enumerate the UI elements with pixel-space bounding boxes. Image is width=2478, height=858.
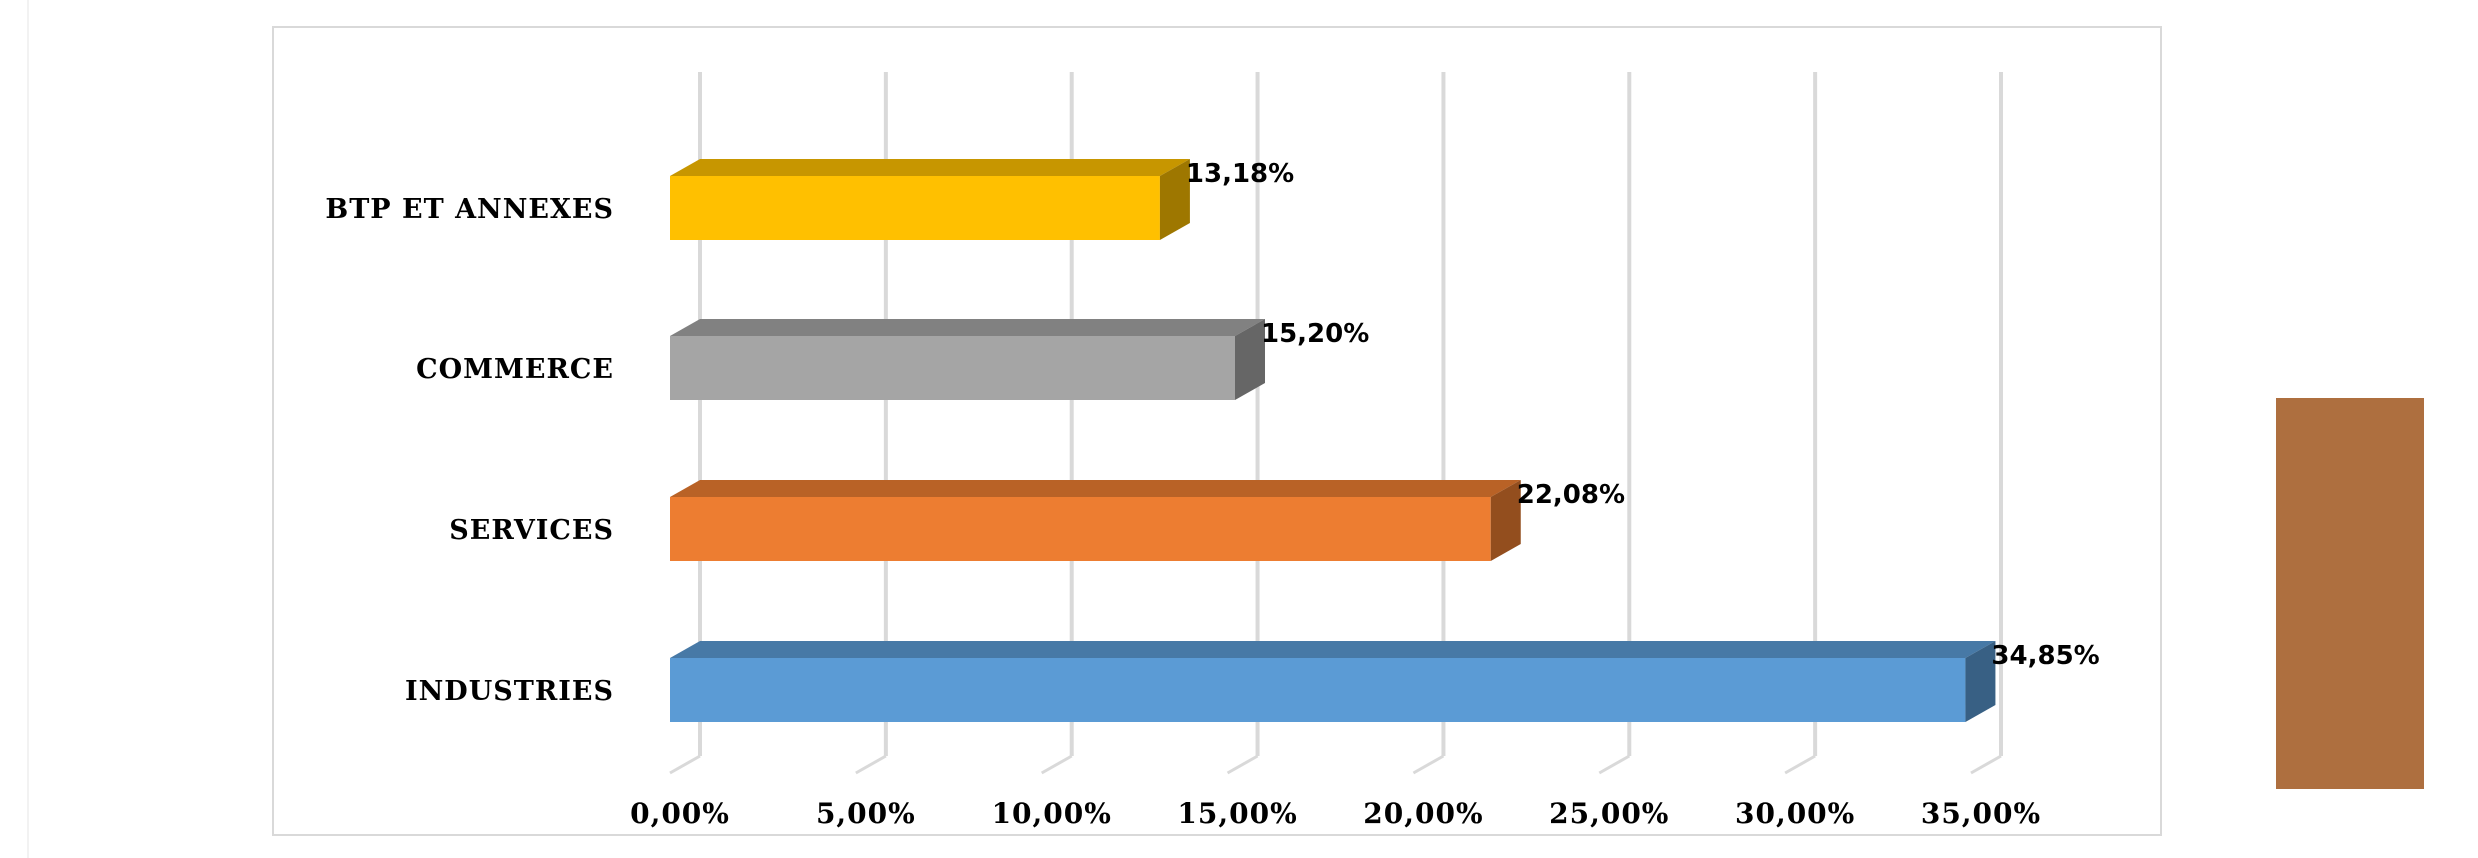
x-tick-label: 35,00%: [1921, 797, 2041, 830]
floor-gridline: [855, 754, 887, 775]
floor-gridline: [1226, 754, 1259, 775]
category-label: SERVICES: [449, 515, 614, 546]
bar-side-face: [1159, 159, 1190, 240]
bar-top-face: [670, 319, 1266, 336]
data-labels: 34,85% 22,08% 15,20% 13,18%: [1186, 159, 2100, 671]
bar-top-face: [670, 480, 1521, 497]
data-label: 22,08%: [1517, 480, 1625, 510]
bar-side-face: [1490, 480, 1521, 561]
floor-gridline: [1412, 754, 1445, 775]
bar-top-face: [670, 159, 1190, 176]
category-label: COMMERCE: [416, 354, 614, 385]
category-label: BTP ET ANNEXES: [325, 194, 614, 225]
bars: [670, 159, 1996, 722]
category-label: INDUSTRIES: [405, 676, 614, 707]
bar: [670, 176, 1160, 240]
floor-gridline: [1784, 754, 1816, 775]
data-label: 13,18%: [1186, 159, 1294, 189]
bar-top-face: [670, 641, 1996, 658]
data-label: 34,85%: [1991, 641, 2099, 671]
bar: [670, 336, 1236, 400]
floor-gridline: [669, 754, 701, 775]
x-tick-label: 10,00%: [992, 797, 1112, 830]
floor-gridline: [1970, 754, 2002, 775]
x-tick-label: 25,00%: [1549, 797, 1669, 830]
bar-chart: INDUSTRIES SERVICES COMMERCE BTP ET ANNEXES…: [325, 72, 2100, 830]
x-tick-label: 20,00%: [1363, 797, 1483, 830]
x-tick-label: 15,00%: [1177, 797, 1297, 830]
floor-gridline: [1598, 754, 1631, 775]
category-axis: INDUSTRIES SERVICES COMMERCE BTP ET ANNEXES: [325, 194, 614, 707]
side-color-block: [2276, 398, 2424, 789]
data-label: 15,20%: [1261, 319, 1369, 349]
x-tick-label: 5,00%: [816, 797, 916, 830]
value-axis: 0,00% 5,00% 10,00% 15,00% 20,00% 25,00% 30,00%…: [630, 797, 2041, 830]
bar: [670, 497, 1491, 561]
x-tick-label: 0,00%: [630, 797, 730, 830]
x-tick-label: 30,00%: [1735, 797, 1855, 830]
page-margin-line: [27, 0, 29, 858]
chart-area: INDUSTRIES SERVICES COMMERCE BTP ET ANNEXES…: [272, 26, 2162, 836]
floor-gridline: [1040, 754, 1073, 775]
bar-side-face: [1235, 319, 1266, 400]
bar: [670, 658, 1966, 722]
bar-side-face: [1965, 641, 1996, 722]
